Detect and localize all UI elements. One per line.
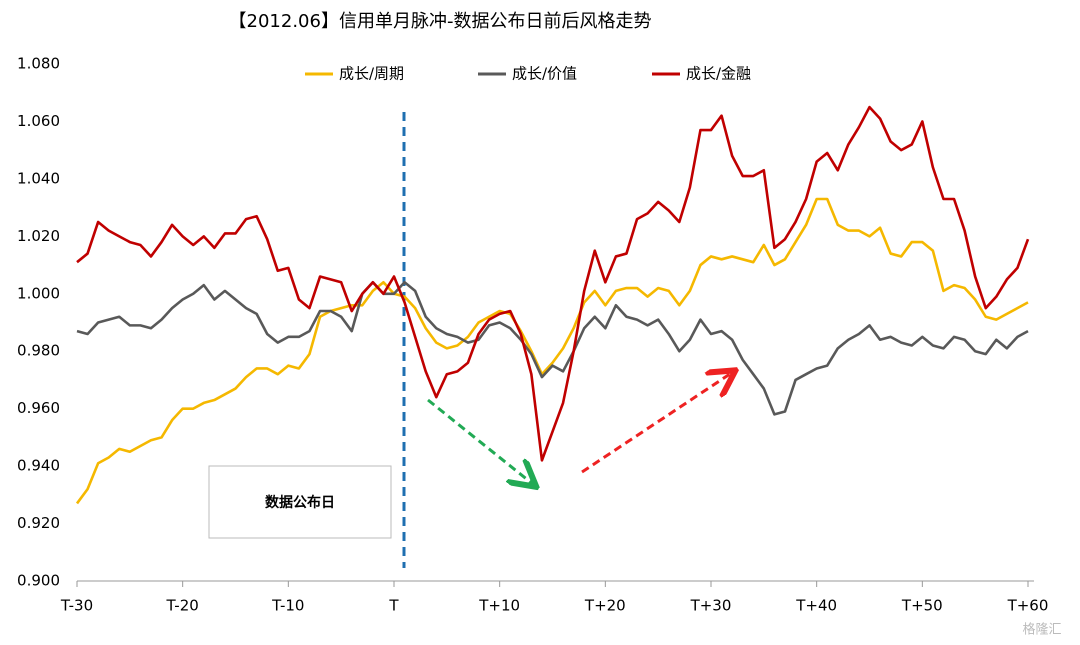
x-tick-label: T+50 [901,597,943,615]
series-line [76,280,1029,416]
x-tick-label: T+10 [478,597,520,615]
y-tick-label: 0.980 [17,342,60,360]
watermark: 格隆汇 [1022,622,1061,638]
series-line [76,105,1030,462]
up-arrow [581,372,733,474]
legend-label: 成长/价值 [512,65,577,83]
y-tick-label: 1.000 [17,284,60,302]
x-tick-label: T+20 [584,597,626,615]
event-box [208,465,392,539]
y-tick-label: 1.060 [17,112,60,130]
y-tick-label: 1.020 [17,227,60,245]
chart-title: 【2012.06】信用单月脉冲-数据公布日前后风格走势 [229,11,652,32]
y-tick-label: 0.920 [17,514,60,532]
y-tick-label: 1.080 [17,55,60,73]
legend-label: 成长/金融 [686,65,751,83]
x-tick-label: T [388,597,399,615]
down-arrow [427,398,534,485]
x-tick-label: T+60 [1007,597,1049,615]
y-tick-label: 0.940 [17,457,60,475]
x-tick-label: T-20 [166,597,199,615]
y-tick-label: 0.900 [17,572,60,590]
event-label: 数据公布日 [265,494,335,511]
y-tick-label: 0.960 [17,399,60,417]
x-tick-label: T-10 [271,597,304,615]
y-tick-label: 1.040 [17,169,60,187]
legend-label: 成长/周期 [339,65,404,83]
x-tick-label: T-30 [60,597,93,615]
x-tick-label: T+40 [795,597,837,615]
series-line [75,197,1029,505]
x-tick-label: T+30 [690,597,732,615]
